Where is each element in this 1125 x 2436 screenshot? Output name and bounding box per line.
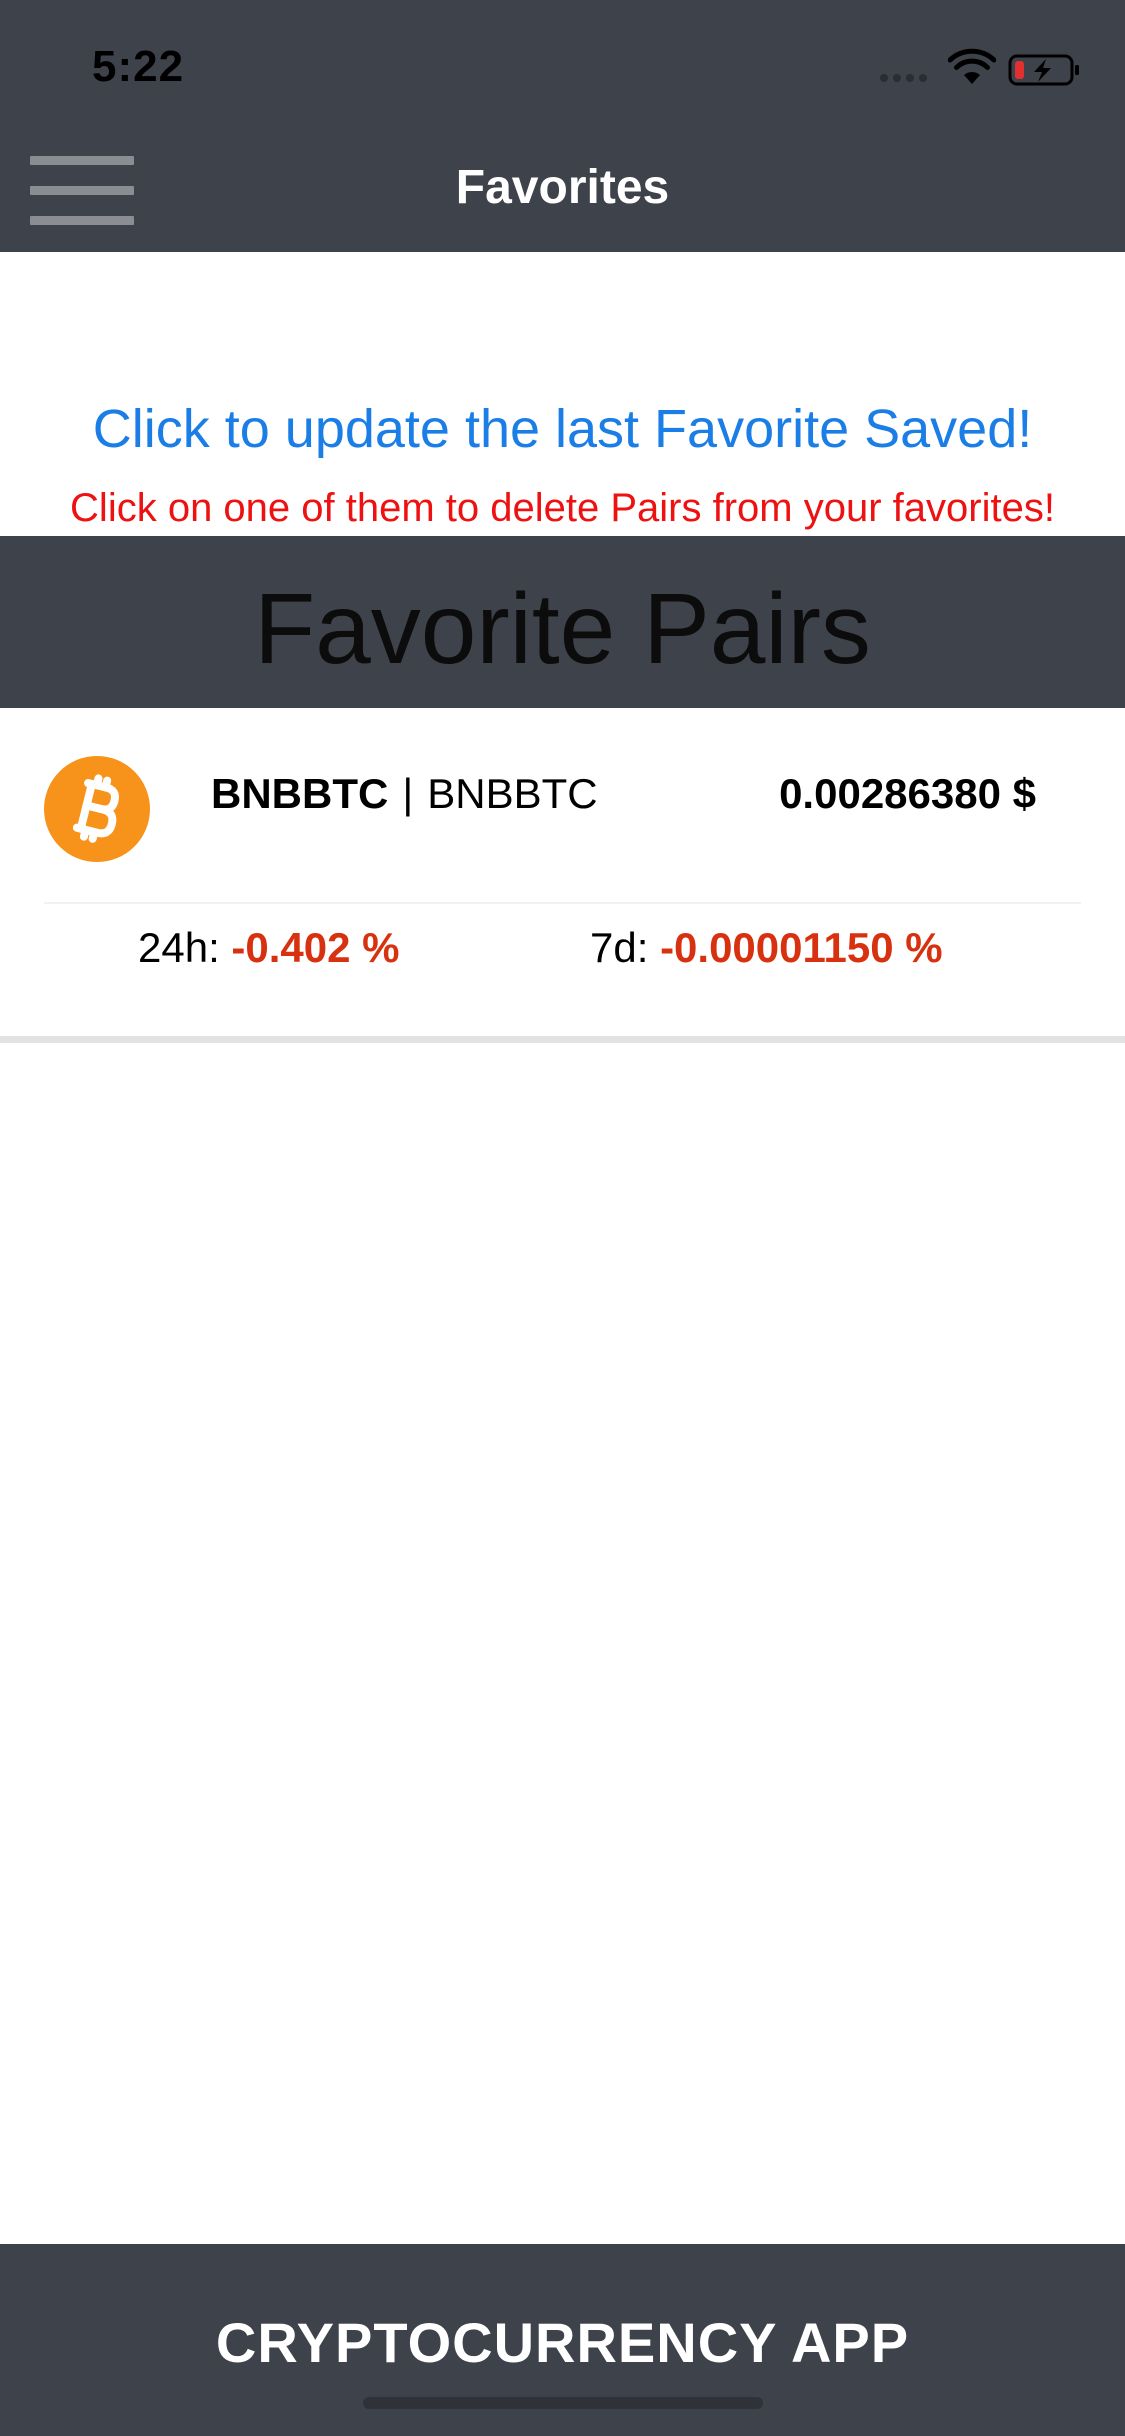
battery-charging-icon <box>1008 54 1079 86</box>
change-7d-value: -0.00001150 % <box>660 924 943 971</box>
pair-price: 0.00286380 $ <box>779 770 1036 817</box>
section-header <box>0 536 1125 708</box>
home-indicator[interactable] <box>363 2397 763 2409</box>
footer-title: CRYPTOCURRENCY APP <box>215 2311 910 2374</box>
section-title: Favorite Pairs <box>254 573 871 685</box>
favorite-pair-card[interactable] <box>0 708 1125 1042</box>
change-7d: 7d: -0.00001150 % <box>590 924 943 972</box>
card-bottom-divider <box>0 1036 1125 1043</box>
pair-full-name: BNBBTC <box>427 770 598 817</box>
page-title: Favorites <box>455 161 670 214</box>
update-favorite-link[interactable]: Click to update the last Favorite Saved! <box>92 399 1033 459</box>
bitcoin-icon <box>44 756 150 862</box>
pair-separator: | <box>402 770 414 817</box>
status-time: 5:22 <box>92 42 185 91</box>
pair-name: BNBBTC | BNBBTC <box>211 770 598 818</box>
change-7d-label: 7d: <box>590 924 649 971</box>
hamburger-menu-icon[interactable] <box>30 156 134 226</box>
card-divider <box>44 902 1081 904</box>
cellular-signal-icon <box>880 74 927 82</box>
change-24h-label: 24h: <box>138 924 220 971</box>
pair-symbol: BNBBTC <box>211 770 389 817</box>
change-24h-value: -0.402 % <box>231 924 400 971</box>
change-24h: 24h: -0.402 % <box>138 924 400 972</box>
wifi-icon <box>948 48 996 84</box>
delete-hint-text: Click on one of them to delete Pairs fro… <box>70 486 1055 530</box>
app-header <box>0 0 1125 252</box>
